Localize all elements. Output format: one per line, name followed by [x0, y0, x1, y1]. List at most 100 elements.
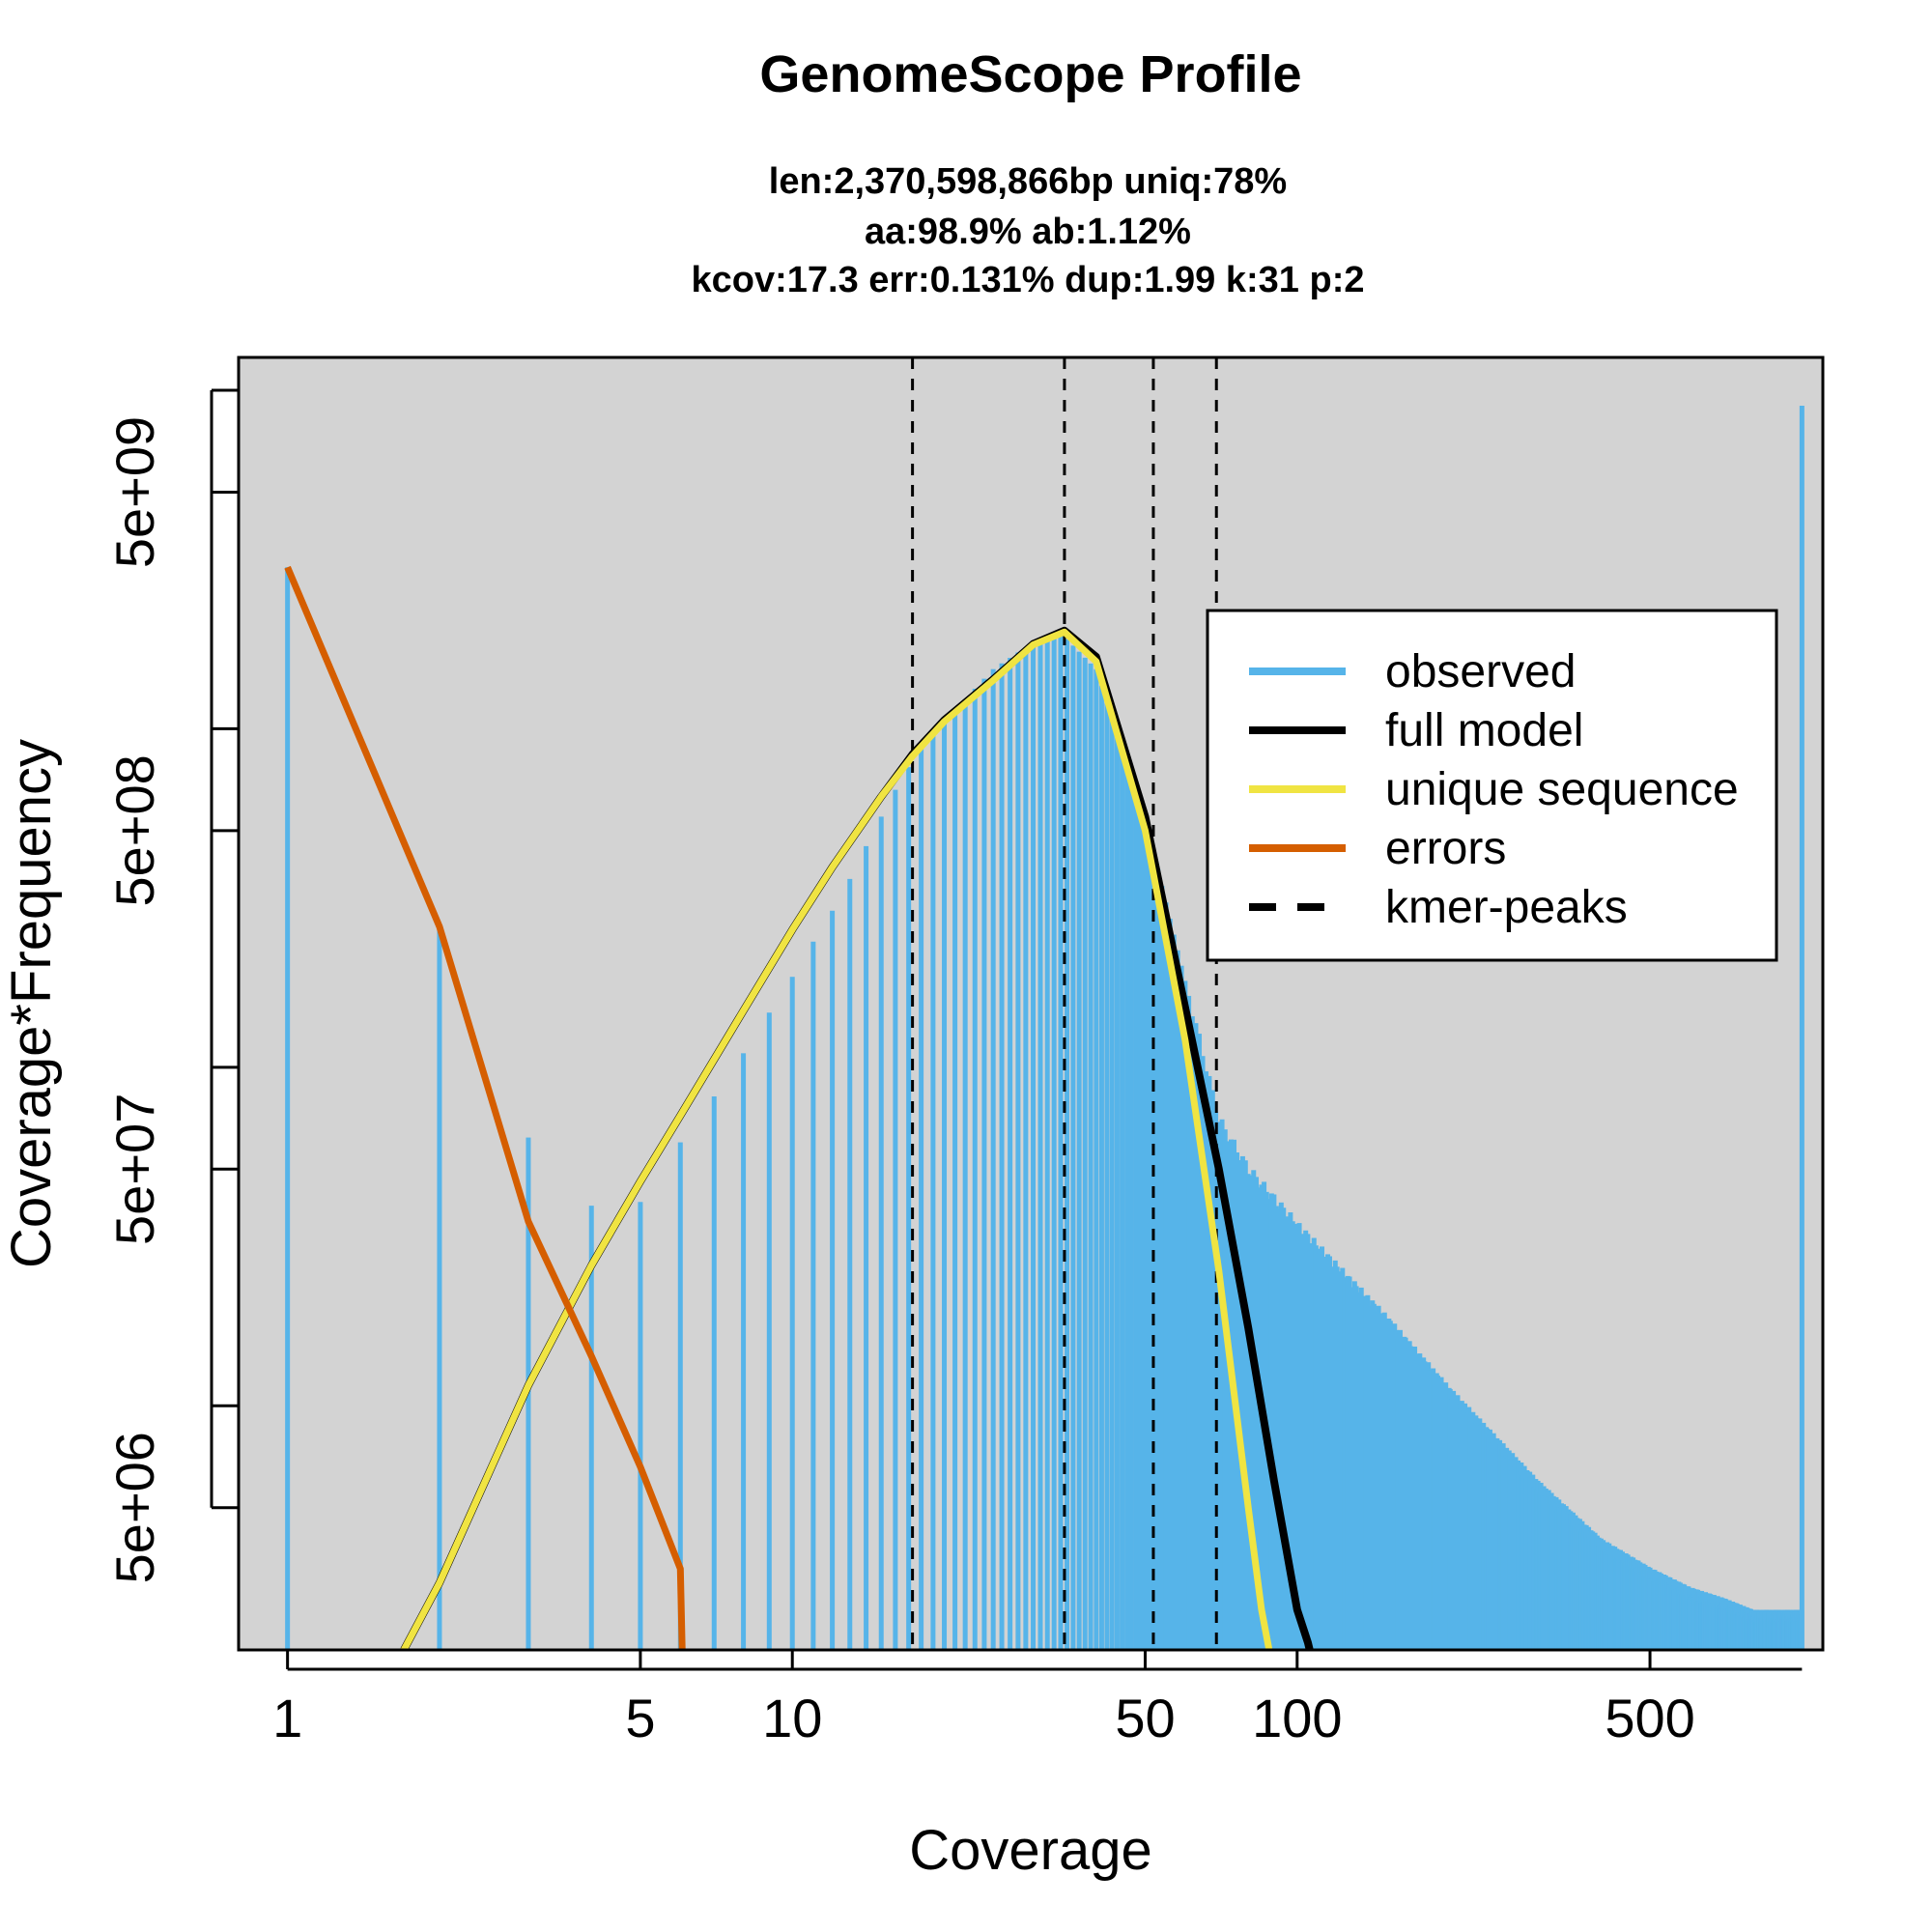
observed-bar — [677, 1142, 683, 1650]
observed-bar — [1225, 1141, 1231, 1650]
legend-label-observed: observed — [1385, 646, 1576, 697]
observed-bar — [1256, 1187, 1262, 1650]
observed-bar — [1197, 1034, 1203, 1650]
observed-bar — [789, 977, 795, 1650]
observed-bar — [1076, 651, 1082, 1650]
observed-bar — [1023, 647, 1029, 1650]
y-tick-label: 5e+07 — [104, 1094, 165, 1245]
observed-bar — [1044, 637, 1050, 1650]
observed-bar-max-coverage — [1799, 406, 1804, 1650]
observed-bar — [766, 1012, 772, 1650]
observed-bar — [638, 1202, 643, 1650]
observed-bar — [1203, 1071, 1208, 1650]
observed-bar — [1236, 1160, 1242, 1650]
observed-bar — [1008, 657, 1013, 1650]
y-tick-label: 5e+08 — [104, 754, 165, 906]
observed-bar — [1219, 1119, 1225, 1650]
x-tick-label: 500 — [1605, 1688, 1694, 1748]
observed-bar — [1222, 1129, 1228, 1650]
y-tick-label: 5e+06 — [104, 1432, 165, 1583]
observed-bar — [999, 663, 1005, 1650]
chart-subtitle-line-2: aa:98.9% ab:1.12% — [865, 212, 1191, 252]
observed-bar — [906, 767, 912, 1650]
legend-label-errors: errors — [1385, 823, 1506, 874]
y-axis: 5e+06 5e+07 5e+08 5e+09 — [104, 388, 239, 1583]
observed-bar — [952, 710, 958, 1650]
x-tick-label: 10 — [762, 1688, 822, 1748]
observed-bar — [1037, 639, 1043, 1650]
observed-bar — [1088, 663, 1094, 1650]
kmer-peak-lines — [911, 357, 1218, 1650]
observed-bar — [711, 1096, 717, 1650]
chart-subtitle-line-1: len:2,370,598,866bp uniq:78% — [769, 161, 1287, 202]
observed-bar — [1186, 995, 1192, 1650]
x-tick-label: 100 — [1252, 1688, 1342, 1748]
plot-frame — [237, 355, 1825, 1652]
observed-bar — [437, 926, 442, 1650]
observed-bar — [1175, 950, 1180, 1650]
observed-bar — [285, 567, 291, 1650]
errors-line — [284, 565, 686, 1650]
observed-bar — [810, 941, 816, 1650]
x-tick-label: 50 — [1115, 1688, 1175, 1748]
observed-bar — [1182, 980, 1188, 1650]
observed-bar — [1254, 1177, 1260, 1650]
observed-bar — [919, 749, 924, 1650]
observed-bar — [1147, 834, 1152, 1650]
observed-bar — [1268, 1193, 1274, 1650]
legend: observed full model unique sequence errors k… — [1206, 609, 1778, 962]
observed-bar — [1266, 1199, 1272, 1650]
observed-bar — [990, 668, 996, 1650]
observed-bar — [1128, 776, 1134, 1650]
observed-bar — [1271, 1194, 1277, 1650]
observed-bar — [972, 688, 978, 1650]
observed-bar — [1120, 747, 1125, 1650]
observed-bar — [1179, 965, 1184, 1650]
unique-sequence-line — [401, 628, 1273, 1650]
observed-bar — [1159, 886, 1165, 1650]
observed-bar — [1216, 1122, 1222, 1650]
chart-subtitle-line-3: kcov:17.3 err:0.131% dup:1.99 k:31 p:2 — [691, 260, 1364, 300]
observed-bar — [1094, 668, 1099, 1650]
observed-bar — [1051, 635, 1057, 1650]
x-tick-label: 5 — [625, 1688, 655, 1748]
x-tick-label: 1 — [272, 1688, 302, 1748]
observed-bar — [1189, 1016, 1195, 1650]
observed-bar — [962, 698, 968, 1650]
observed-bar — [1058, 633, 1064, 1650]
observed-bar — [1163, 902, 1169, 1650]
x-axis-label: Coverage — [909, 1819, 1151, 1882]
observed-bar — [830, 910, 836, 1650]
chart-title: GenomeScope Profile — [759, 45, 1301, 103]
observed-bar — [981, 678, 987, 1650]
observed-bar — [1065, 639, 1070, 1650]
observed-bar — [893, 789, 898, 1650]
observed-bar — [1245, 1174, 1251, 1650]
y-axis-label: Coverage*Frequency — [0, 739, 63, 1268]
x-axis: 1 5 10 50 100 500 — [272, 1650, 1803, 1748]
observed-bar — [1248, 1175, 1254, 1650]
observed-bar — [1098, 685, 1104, 1650]
observed-bar — [1193, 1023, 1199, 1650]
observed-bar — [1133, 789, 1139, 1650]
observed-bar — [1239, 1155, 1245, 1650]
observed-bar — [1114, 731, 1120, 1650]
observed-bar — [1200, 1056, 1206, 1650]
observed-bar — [864, 845, 869, 1650]
legend-label-full-model: full model — [1385, 705, 1583, 756]
y-tick-label: 5e+09 — [104, 416, 165, 568]
observed-bar — [1207, 1075, 1212, 1650]
observed-bar — [1209, 1090, 1215, 1650]
observed-bar — [930, 734, 936, 1650]
observed-bar — [1142, 816, 1148, 1650]
observed-bar — [878, 816, 884, 1650]
observed-bar — [1070, 645, 1076, 1650]
observed-bar — [1109, 717, 1115, 1650]
observed-bar — [847, 878, 853, 1650]
observed-bar — [1251, 1170, 1257, 1650]
observed-bar — [1031, 641, 1037, 1650]
observed-bar — [1171, 934, 1177, 1650]
observed-bar — [942, 721, 948, 1650]
legend-label-kmer-peaks: kmer-peaks — [1385, 882, 1628, 933]
